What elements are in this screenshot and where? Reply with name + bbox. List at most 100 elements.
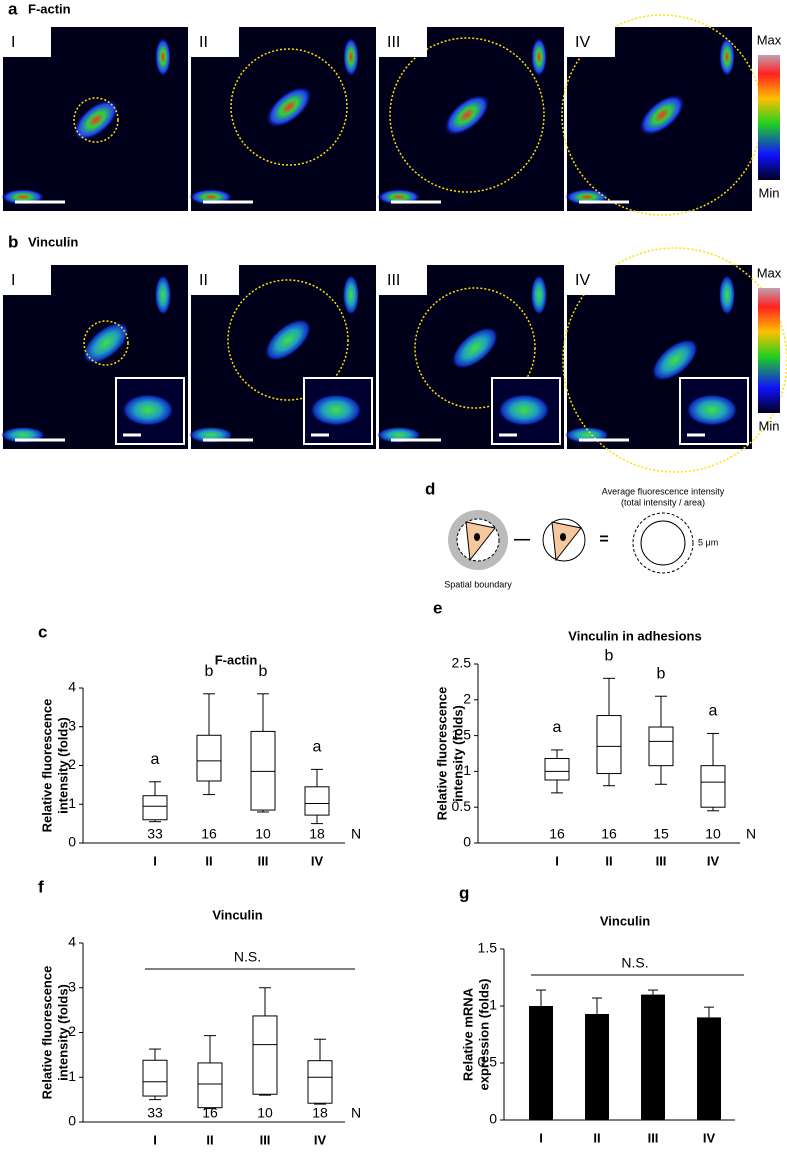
cell (343, 275, 359, 315)
x-tick-label: II (605, 853, 612, 868)
box (307, 1060, 333, 1104)
n-label: 16 (201, 826, 217, 842)
cell (651, 339, 699, 381)
condition-label: III (387, 272, 400, 289)
box (700, 765, 726, 808)
bar (585, 1013, 609, 1120)
y-tick-label: 0.5 (452, 798, 472, 814)
label: Spatial boundary (444, 579, 512, 589)
boundary-circle (83, 320, 129, 366)
colorbar-label: Max (757, 32, 782, 47)
panel-letter: b (8, 232, 18, 251)
box (250, 730, 276, 811)
group-label: b (605, 648, 614, 665)
n-label: 16 (601, 826, 617, 842)
y-axis-label: intensity (folds) (450, 705, 465, 802)
box (544, 758, 570, 781)
n-label: 16 (202, 1105, 218, 1121)
colorbar-label: Min (759, 418, 780, 433)
group-label: a (313, 739, 322, 756)
n-label: 10 (705, 826, 721, 842)
bar (697, 1017, 721, 1120)
y-tick-label: 2.5 (452, 655, 472, 671)
box (142, 1059, 168, 1097)
n-title: N (351, 1105, 361, 1121)
x-tick-label: I (153, 853, 157, 868)
y-tick-label: 1 (68, 795, 76, 811)
cell-shape (465, 521, 496, 562)
cell (719, 275, 735, 315)
x-tick-label: IV (703, 1130, 716, 1145)
operator: = (599, 531, 608, 548)
x-tick-label: IV (707, 853, 720, 868)
y-tick-label: 1.5 (478, 940, 498, 956)
y-axis-label: Relative fluorescence (434, 687, 449, 821)
boundary-circle (389, 37, 545, 193)
panel-letter: e (433, 598, 442, 617)
outer-ring (632, 512, 694, 574)
box (196, 734, 222, 782)
cell (155, 275, 171, 315)
colorbar-label: Min (759, 185, 780, 200)
colorbar-label: Max (757, 265, 782, 280)
cell (443, 94, 491, 136)
y-tick-label: 3 (68, 717, 76, 733)
label: Average fluorescence intensity (602, 486, 725, 496)
label-box (191, 27, 239, 57)
panel-letter: c (38, 622, 47, 641)
cell (310, 394, 362, 426)
micrographs: I II III IVI II III IV (1, 14, 787, 473)
x-tick-label: IV (311, 853, 324, 868)
box (304, 786, 330, 816)
n-label: 10 (257, 1105, 273, 1121)
x-tick-label: II (206, 1132, 213, 1147)
label-box (567, 27, 615, 57)
box (648, 726, 674, 767)
boundary-circle (230, 48, 348, 166)
x-tick-label: III (258, 853, 269, 868)
y-tick-label: 0 (463, 834, 471, 850)
x-tick-label: III (260, 1132, 271, 1147)
n-label: 10 (255, 826, 271, 842)
box (252, 1015, 278, 1095)
x-tick-label: IV (314, 1132, 327, 1147)
condition-label: IV (575, 34, 590, 51)
y-axis-label: intensity (folds) (55, 984, 70, 1081)
group-label: b (205, 663, 214, 680)
condition-label: I (11, 272, 15, 289)
y-tick-label: 0.5 (478, 1054, 498, 1070)
n-title: N (746, 826, 756, 842)
annotation: N.S. (234, 949, 261, 965)
label: (total intensity / area) (621, 497, 705, 507)
boundary-circle (414, 287, 536, 409)
group-label: a (151, 751, 160, 768)
chart-title: Vinculin in adhesions (568, 628, 701, 643)
x-tick-label: III (656, 853, 667, 868)
label-box (379, 265, 427, 295)
box (596, 715, 622, 775)
boundary-circle (227, 279, 349, 401)
y-axis-label: Relative mRNA (460, 987, 475, 1081)
boundary-circle (73, 97, 119, 143)
annotation: N.S. (621, 955, 648, 971)
panel-title: F-actin (28, 1, 71, 16)
panel-letter: g (459, 883, 469, 902)
group-label: a (553, 719, 562, 736)
cell (122, 394, 174, 426)
y-axis-label: intensity (folds) (55, 717, 70, 814)
n-label: 15 (653, 826, 669, 842)
cell (82, 322, 130, 364)
label-box (567, 265, 615, 295)
cell (498, 394, 550, 426)
y-tick-label: 0 (489, 1111, 497, 1127)
colorbar (758, 55, 780, 180)
x-tick-label: III (648, 1130, 659, 1145)
condition-label: I (11, 34, 15, 51)
x-tick-label: II (593, 1130, 600, 1145)
group-label: b (259, 663, 268, 680)
chart-title: F-actin (215, 652, 258, 667)
panel-letter: d (425, 479, 435, 498)
y-tick-label: 4 (68, 934, 76, 950)
condition-label: IV (575, 272, 590, 289)
cell (343, 37, 359, 77)
